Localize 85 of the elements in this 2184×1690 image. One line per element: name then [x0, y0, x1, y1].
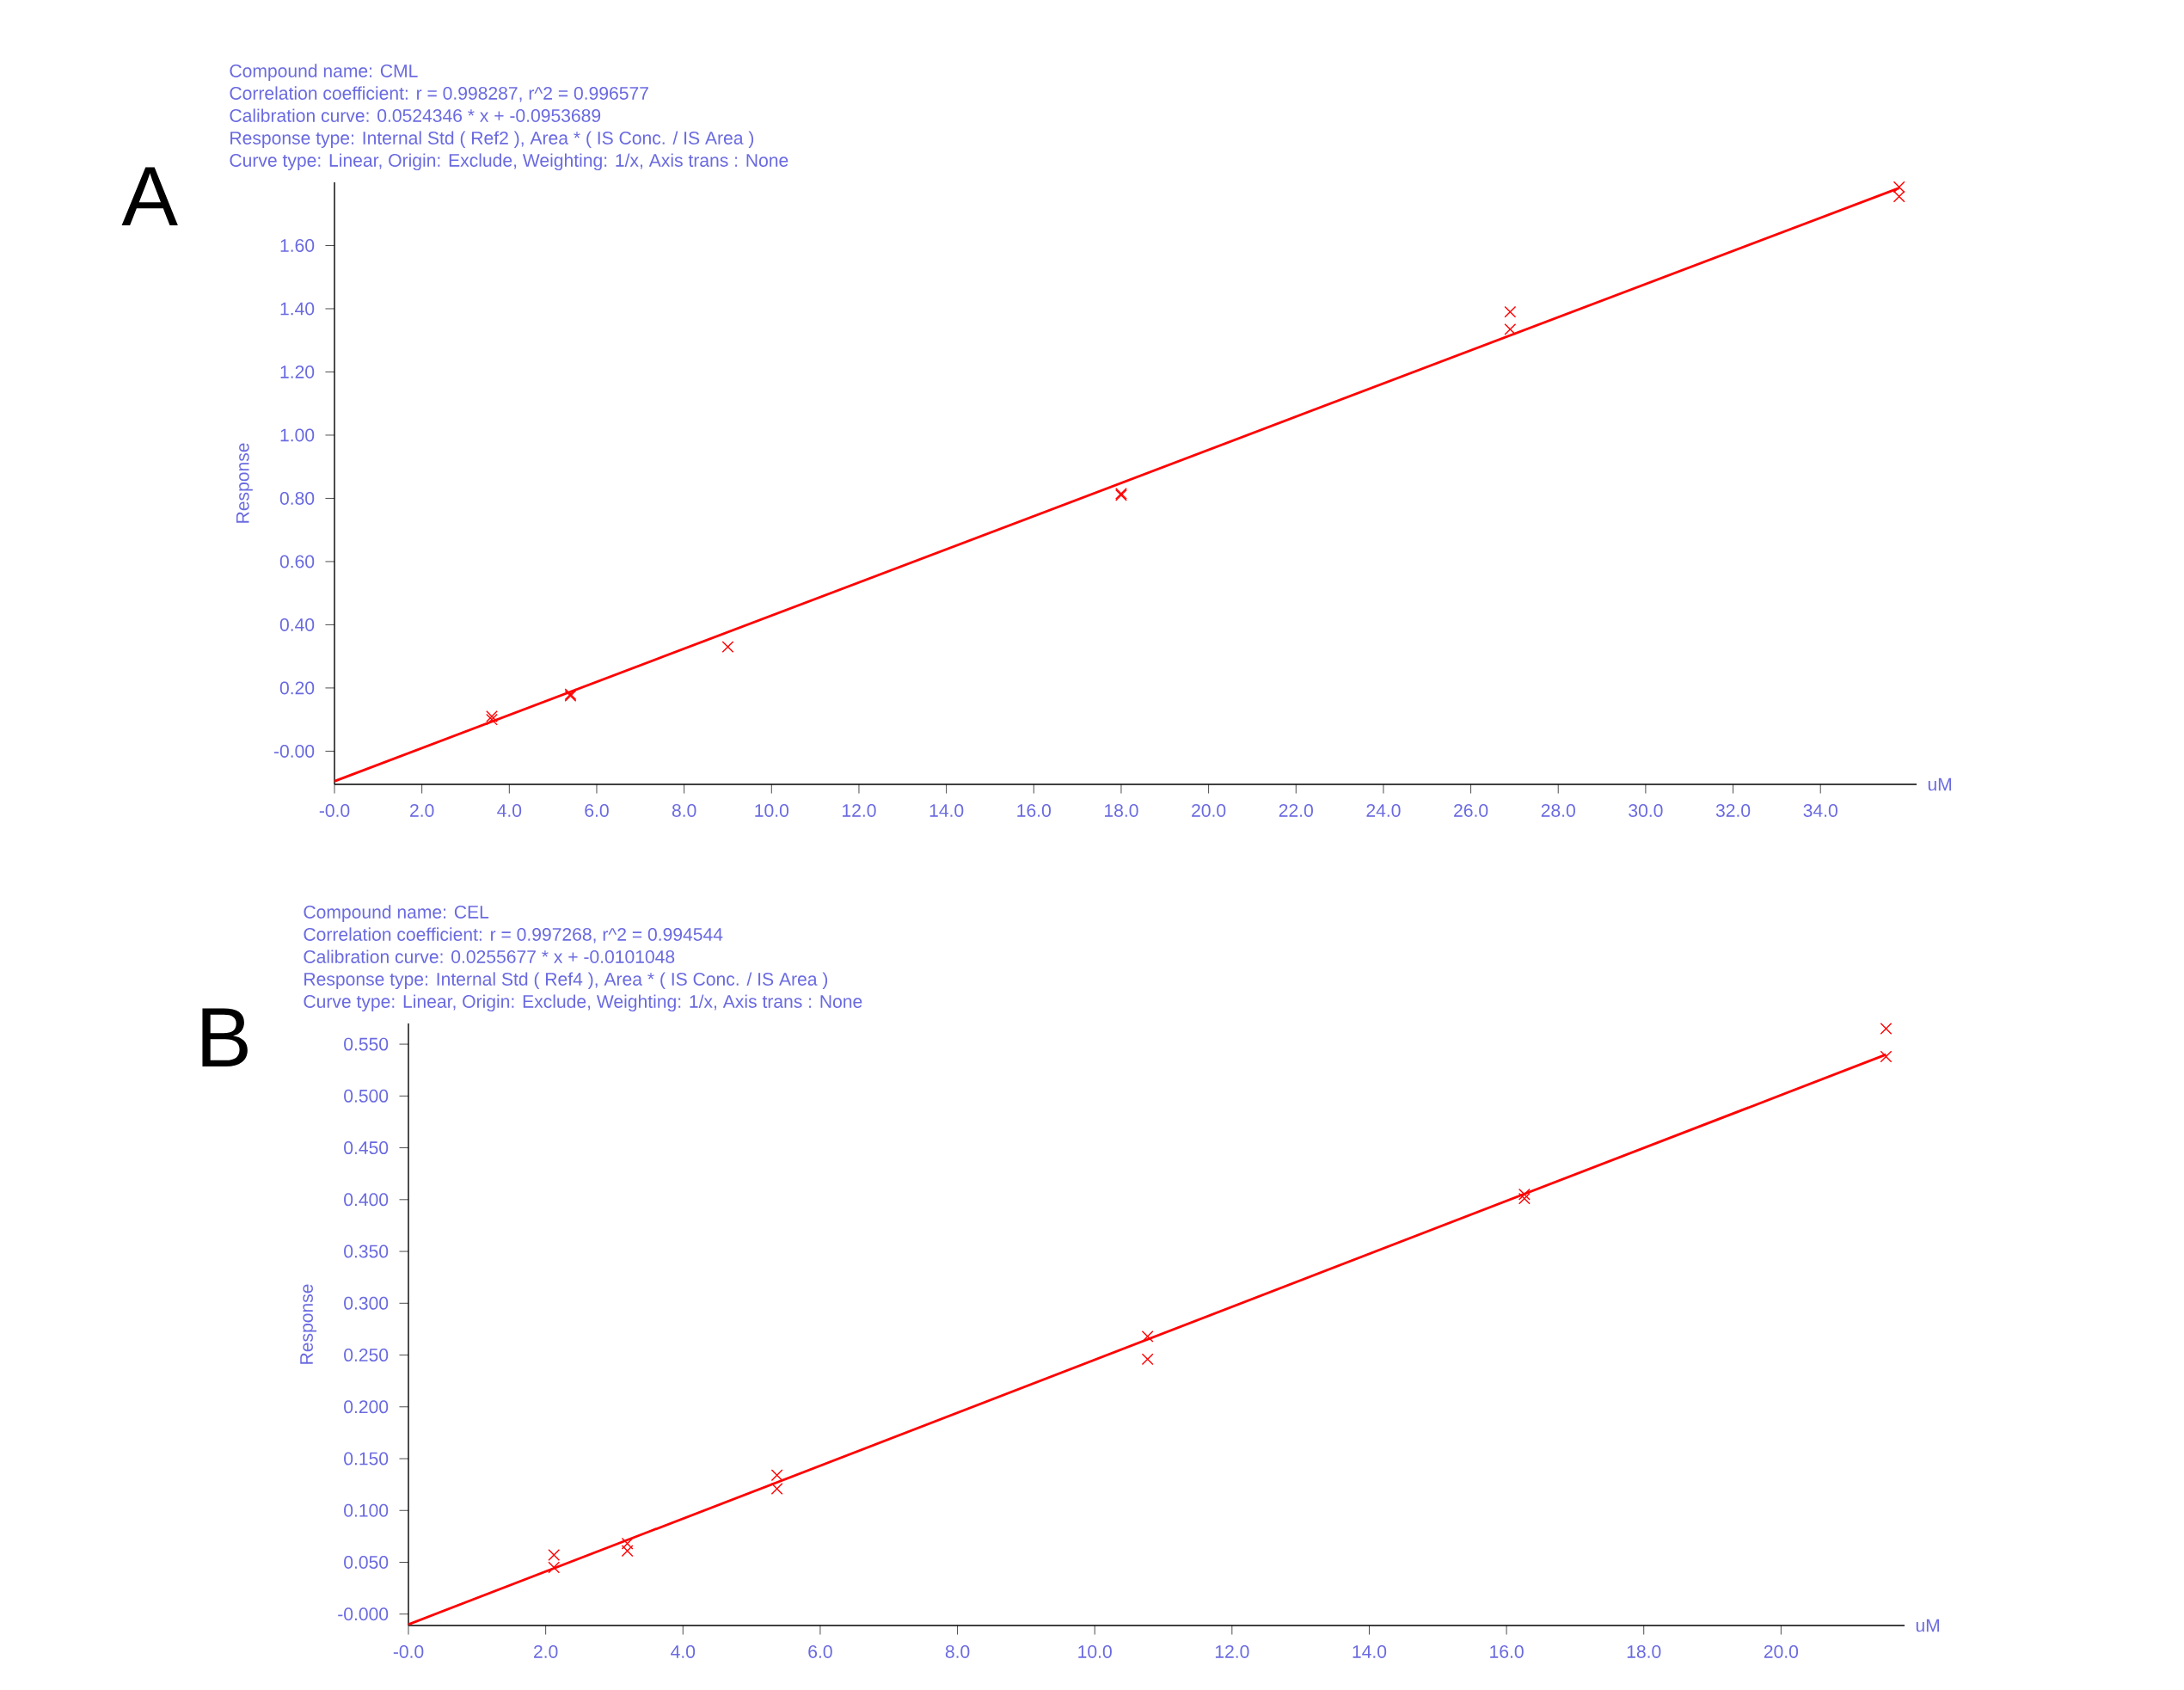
point [1880, 1050, 1893, 1063]
y-tick-label: 0.40 [279, 618, 315, 631]
chart-title: B [202, 1008, 248, 1067]
x-tick-label: 22.0 [1279, 803, 1313, 817]
text: Compound name: CEL [304, 905, 489, 923]
y-tick-label: 1.60 [280, 239, 315, 252]
y-tick-label: 0.400 [344, 1193, 389, 1207]
x-tick-label: 20.0 [1192, 803, 1226, 817]
x-tick-label: 2.0 [534, 1644, 558, 1658]
text: Correlation coefficient: r = 0.997268, r^2 = 0.994544 [304, 927, 723, 943]
point [1504, 323, 1517, 335]
y-tick-label: 0.050 [344, 1556, 389, 1569]
x-tick-label: 10.0 [1078, 1644, 1112, 1658]
x-tick-label: 18.0 [1627, 1644, 1661, 1658]
x-tick-label: -0.0 [319, 803, 350, 817]
y-tick-label: 0.550 [344, 1037, 389, 1051]
point [1518, 1192, 1531, 1205]
y-tick-label: 1.00 [280, 428, 315, 442]
point [1893, 181, 1905, 194]
x-tick-label: 28.0 [1541, 803, 1575, 817]
point [1880, 1023, 1893, 1035]
x-tick-label: 8.0 [672, 803, 696, 817]
x-tick-label: 4.0 [671, 1644, 696, 1658]
x-tick-label: 10.0 [755, 803, 788, 817]
y-tick-label: 0.350 [344, 1244, 389, 1258]
y-tick-label: 0.300 [344, 1296, 389, 1310]
x-tick-label: 6.0 [585, 803, 609, 817]
point [621, 1537, 634, 1550]
y-tick-label: 0.450 [344, 1141, 389, 1155]
y-axis-title: Response [300, 1284, 317, 1364]
y-tick-label: 0.200 [344, 1400, 389, 1414]
x-tick-label: 24.0 [1366, 803, 1401, 817]
chart-title: A [121, 167, 178, 226]
text: Correlation coefficient: r = 0.998287, r^2 = 0.996577 [230, 86, 648, 102]
point [770, 1483, 783, 1495]
x-tick-label: 6.0 [808, 1644, 832, 1658]
x-axis-title: uM [1928, 777, 1952, 791]
text: Compound name: CML [230, 64, 418, 82]
text: Response type: Internal Std ( Ref2 ), Area * ( IS Conc. / IS Area ) [230, 131, 754, 149]
point [1893, 190, 1905, 203]
y-tick-label: 0.150 [344, 1452, 389, 1466]
x-tick-label: 18.0 [1105, 803, 1138, 817]
point [1504, 305, 1517, 318]
y-tick-label: 1.40 [280, 302, 315, 316]
y-tick-label: -0.000 [338, 1607, 389, 1621]
x-tick-label: -0.0 [393, 1644, 424, 1658]
y-tick-label: -0.00 [273, 744, 315, 758]
text: Calibration curve: 0.0255677 * x + -0.0101048 [304, 949, 675, 963]
x-tick-label: 26.0 [1454, 803, 1488, 817]
x-tick-label: 2.0 [410, 803, 434, 817]
point [1518, 1188, 1531, 1201]
point [548, 1561, 561, 1574]
point [486, 713, 498, 726]
x-tick-label: 16.0 [1017, 803, 1051, 817]
text: Curve type: Linear, Origin: Exclude, Weighting: 1/x, Axis trans : None [230, 153, 788, 171]
x-axis-title: uM [1916, 1619, 1940, 1632]
point [548, 1549, 561, 1561]
text: Curve type: Linear, Origin: Exclude, Weighting: 1/x, Axis trans : None [304, 994, 862, 1012]
x-tick-label: 14.0 [929, 803, 964, 817]
x-tick-label: 16.0 [1490, 1644, 1524, 1658]
text: Response type: Internal Std ( Ref4 ), Area * ( IS Conc. / IS Area ) [304, 972, 828, 990]
y-tick-label: 0.60 [279, 555, 315, 568]
point [770, 1469, 783, 1482]
y-tick-label: 0.250 [344, 1349, 389, 1362]
x-tick-label: 14.0 [1353, 1644, 1387, 1658]
y-tick-label: 0.20 [279, 681, 315, 695]
x-tick-label: 12.0 [843, 803, 876, 817]
text: Calibration curve: 0.0524346 * x + -0.0953689 [230, 108, 601, 122]
y-tick-label: 1.20 [280, 366, 315, 378]
x-tick-label: 4.0 [497, 803, 522, 817]
y-axis-title: Response [236, 443, 253, 523]
point [621, 1545, 634, 1558]
x-tick-label: 34.0 [1803, 803, 1837, 817]
x-tick-label: 20.0 [1764, 1644, 1799, 1658]
x-tick-label: 30.0 [1629, 803, 1663, 817]
x-tick-label: 12.0 [1215, 1644, 1249, 1658]
x-tick-label: 8.0 [945, 1644, 970, 1658]
y-tick-label: 0.80 [279, 491, 315, 505]
point [721, 641, 734, 654]
point [486, 710, 498, 722]
y-tick-label: 0.500 [344, 1089, 389, 1103]
point [1141, 1353, 1154, 1366]
y-tick-label: 0.100 [344, 1503, 389, 1517]
x-tick-label: 32.0 [1715, 803, 1751, 817]
point [1141, 1330, 1154, 1343]
